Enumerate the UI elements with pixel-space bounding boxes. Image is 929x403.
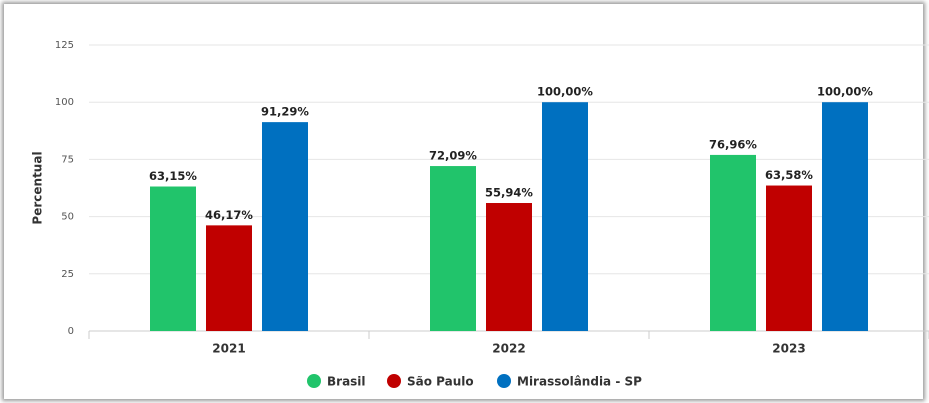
bar	[486, 203, 532, 331]
y-tick-label: 75	[61, 154, 74, 165]
legend-marker	[497, 374, 511, 388]
bar	[822, 102, 868, 331]
data-label: 55,94%	[485, 186, 533, 200]
y-tick-label: 25	[61, 269, 74, 280]
data-label: 63,58%	[765, 168, 813, 182]
y-tick-label: 50	[61, 212, 74, 223]
data-label: 76,96%	[709, 137, 757, 151]
x-tick-label: 2023	[772, 342, 805, 356]
bar	[710, 154, 756, 331]
legend-label: São Paulo	[407, 375, 474, 389]
x-tick-label: 2022	[492, 342, 525, 356]
legend-label: Mirassolândia - SP	[517, 375, 642, 389]
data-label: 63,15%	[149, 169, 197, 183]
data-label: 46,17%	[205, 208, 253, 222]
data-label: 91,29%	[261, 105, 309, 119]
data-label: 100,00%	[537, 85, 593, 99]
y-axis-title: Percentual	[31, 151, 45, 224]
bar	[542, 102, 588, 331]
y-tick-label: 125	[55, 40, 74, 51]
data-label: 72,09%	[429, 149, 477, 163]
bar	[206, 225, 252, 331]
x-tick-label: 2021	[212, 342, 245, 356]
y-tick-label: 0	[68, 326, 74, 337]
legend-label: Brasil	[327, 375, 366, 389]
legend-marker	[307, 374, 321, 388]
bar	[766, 185, 812, 331]
bar	[430, 166, 476, 331]
y-tick-label: 100	[55, 97, 74, 108]
legend-marker	[387, 374, 401, 388]
bar	[150, 186, 196, 331]
bar	[262, 122, 308, 331]
data-label: 100,00%	[817, 85, 873, 99]
